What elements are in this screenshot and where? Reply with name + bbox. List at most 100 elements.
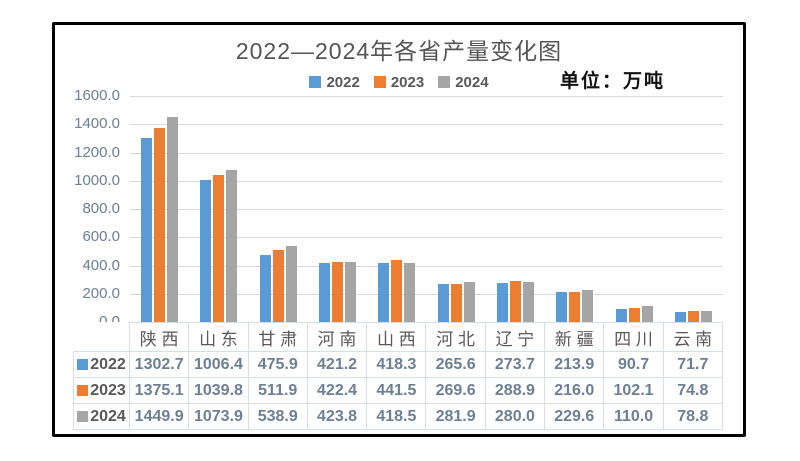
bar-group <box>249 96 308 322</box>
y-tick-label: 400.0 <box>82 256 120 274</box>
table-value-cell: 418.5 <box>367 404 427 430</box>
table-value-cell: 1006.4 <box>189 352 249 378</box>
bar-2023 <box>509 281 521 322</box>
legend-swatch-icon <box>438 76 451 88</box>
table-value-cell: 216.0 <box>545 378 605 404</box>
bar-2022 <box>437 284 449 322</box>
legend-label: 2024 <box>455 73 489 91</box>
y-tick-label: 1600.0 <box>74 87 120 104</box>
gridline <box>130 209 723 210</box>
y-tick-label: 1200.0 <box>74 143 120 161</box>
table-value-cell: 281.9 <box>426 404 486 430</box>
bar-2024 <box>285 245 297 322</box>
gridline <box>130 153 723 154</box>
legend-label: 2022 <box>326 73 360 91</box>
bar-2022 <box>674 311 686 322</box>
table-value-cell: 1375.1 <box>130 378 190 404</box>
table-value-cell: 1073.9 <box>189 404 249 430</box>
y-tick-label: 800.0 <box>82 200 120 217</box>
bar-group <box>308 96 367 322</box>
gridline <box>130 266 723 267</box>
unit-label: 单位：万吨 <box>560 71 666 92</box>
table-value-cell: 475.9 <box>248 352 308 378</box>
row-swatch-icon <box>77 385 89 396</box>
table-value-cell: 1039.8 <box>189 378 249 404</box>
plot-area <box>130 96 723 323</box>
row-label-text: 2023 <box>90 381 126 399</box>
bar-2022 <box>141 138 153 322</box>
table-value-cell: 213.9 <box>545 352 605 378</box>
table-header-cell: 辽 宁 <box>485 322 546 352</box>
table-value-cell: 1302.7 <box>130 352 190 378</box>
bar-2022 <box>259 254 271 322</box>
table-value-cell: 90.7 <box>604 352 664 378</box>
y-tick-label: 1400.0 <box>74 115 120 133</box>
table-value-cell: 102.1 <box>604 378 664 404</box>
gridline <box>130 237 723 238</box>
bar-2022 <box>496 283 508 322</box>
bar-2023 <box>213 175 225 322</box>
legend-swatch-icon <box>373 76 386 88</box>
row-swatch-icon <box>77 411 89 422</box>
legend-item-2024: 2024 <box>438 73 489 91</box>
bar-2023 <box>687 311 699 322</box>
chart-title: 2022—2024年各省产量变化图 <box>235 38 563 64</box>
bar-2022 <box>200 179 212 322</box>
table-value-cell: 78.8 <box>663 404 723 430</box>
table-value-cell: 265.6 <box>426 352 486 378</box>
table-value-cell: 421.2 <box>307 352 368 378</box>
bar-group <box>427 96 486 322</box>
table-value-cell: 74.8 <box>663 378 723 404</box>
legend-label: 2023 <box>390 73 425 91</box>
bar-2023 <box>272 249 284 322</box>
chart-panel: 2022—2024年各省产量变化图 2022 2023 2024 单位：万吨 160… <box>52 22 746 437</box>
table-header-cell: 甘 肃 <box>248 322 308 352</box>
table-value-cell: 269.6 <box>426 378 486 404</box>
bar-2024 <box>226 170 238 322</box>
bar-group <box>367 96 426 322</box>
legend-item-2022: 2022 <box>309 73 360 91</box>
bar-2024 <box>463 282 475 322</box>
bar-2023 <box>628 307 640 322</box>
table-value-cell: 441.5 <box>367 378 427 404</box>
table-header-cell: 陕 西 <box>130 322 190 352</box>
table-header-cell: 山 东 <box>189 322 249 352</box>
table-header-cell: 河 南 <box>307 322 368 352</box>
y-tick-label: 600.0 <box>82 228 120 246</box>
table-header-cell: 四 川 <box>604 322 664 352</box>
bar-2023 <box>450 283 462 322</box>
table-value-cell: 538.9 <box>248 404 308 430</box>
table-value-cell: 229.6 <box>545 404 605 430</box>
table-value-cell: 288.9 <box>485 378 546 404</box>
gridline <box>130 124 723 125</box>
table-header-cell: 河 北 <box>426 322 486 352</box>
table-header-cell: 山 西 <box>367 322 427 352</box>
gridline <box>130 181 723 182</box>
table-header-cell: 新 疆 <box>545 322 605 352</box>
bar-2023 <box>569 291 581 322</box>
table-row-label: 2023 <box>73 378 130 404</box>
bar-2022 <box>615 309 627 322</box>
y-tick-label: 1000.0 <box>74 171 120 189</box>
legend-swatch-icon <box>309 76 322 88</box>
gridline <box>130 96 723 97</box>
y-axis: 1600.0 1400.0 1200.0 1000.0 800.0 600.0 400.0 2… <box>55 87 120 336</box>
bar-2024 <box>522 282 534 322</box>
table-value-cell: 423.8 <box>307 404 368 430</box>
table-value-cell: 511.9 <box>248 378 308 404</box>
bar-2024 <box>582 289 594 322</box>
row-swatch-icon <box>77 359 89 370</box>
bar-2024 <box>700 310 712 322</box>
bar-2024 <box>345 262 357 322</box>
bar-group <box>130 96 189 322</box>
table-value-cell: 273.7 <box>485 352 546 378</box>
bar-group <box>604 96 663 322</box>
bar-2022 <box>378 262 390 322</box>
bar-2024 <box>404 262 416 322</box>
table-value-cell: 110.0 <box>604 404 664 430</box>
y-tick-label: 200.0 <box>82 284 120 302</box>
table-value-cell: 1449.9 <box>130 404 190 430</box>
row-label-text: 2022 <box>90 355 126 373</box>
bar-group <box>545 96 604 322</box>
